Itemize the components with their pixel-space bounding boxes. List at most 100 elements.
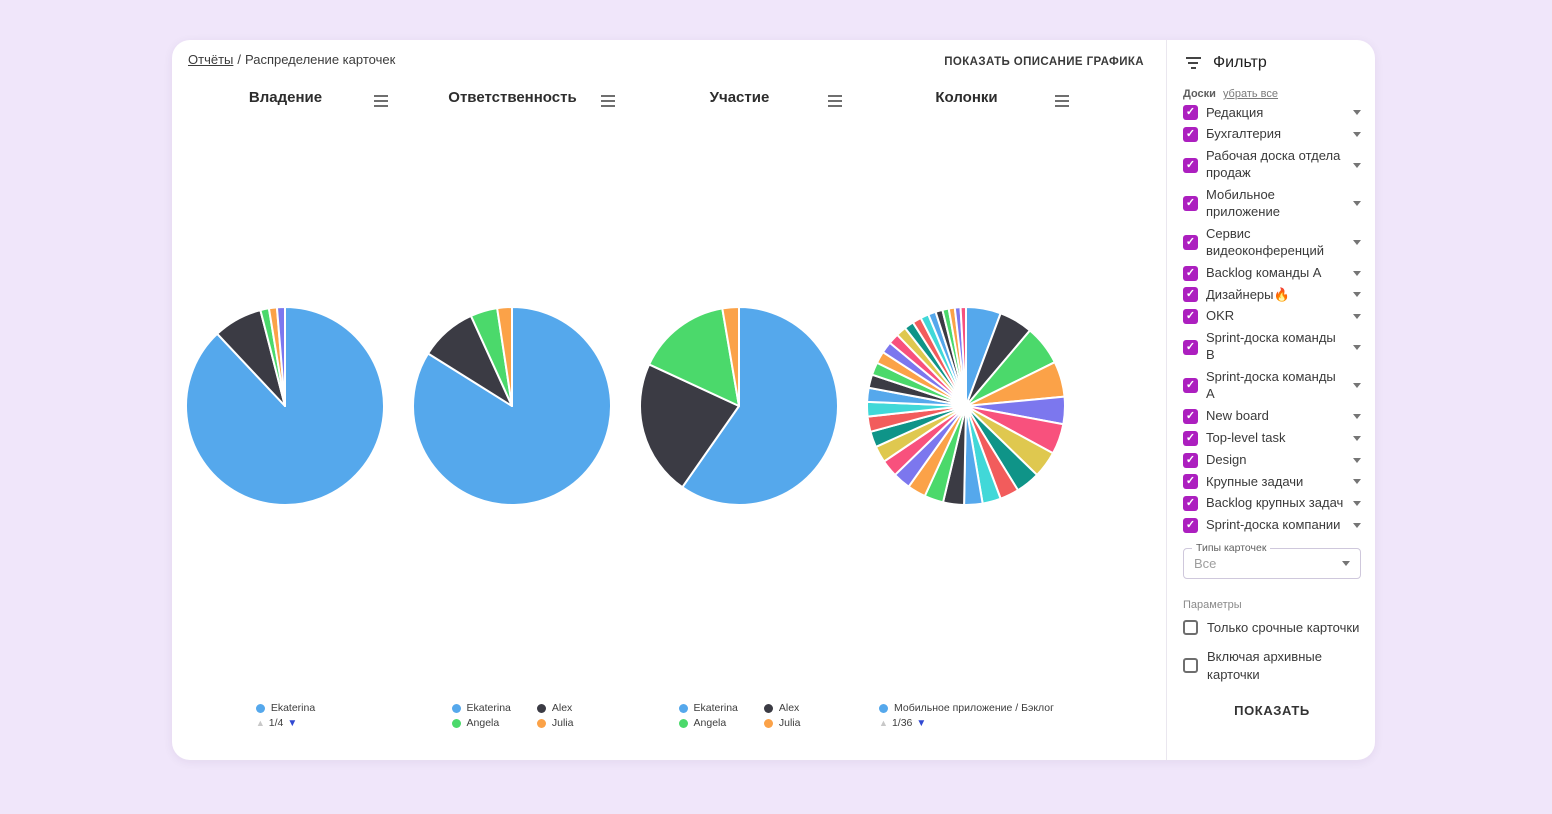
legend-next-page-button[interactable]: ▼ bbox=[287, 717, 298, 729]
board-label: OKR bbox=[1206, 308, 1235, 324]
legend-item[interactable]: Ekaterina bbox=[678, 702, 738, 714]
legend-item[interactable]: Alex bbox=[536, 702, 574, 714]
legend-prev-page-button[interactable]: ▲ bbox=[879, 718, 888, 728]
board-label: Рабочая доска отдела продаж bbox=[1206, 148, 1341, 181]
board-checkbox[interactable]: ✓ bbox=[1183, 430, 1198, 446]
card-types-value: Все bbox=[1194, 555, 1217, 571]
chart-menu-icon[interactable] bbox=[371, 93, 391, 109]
board-label: Мобильное приложение bbox=[1206, 187, 1280, 219]
legend-color-dot bbox=[255, 703, 265, 713]
chevron-down-icon[interactable] bbox=[1353, 523, 1361, 529]
legend-next-page-button[interactable]: ▼ bbox=[916, 717, 927, 729]
charts-panel: Отчёты / Распределение карточек ПОКАЗАТЬ О… bbox=[172, 40, 1166, 760]
legend-item[interactable]: Angela bbox=[451, 717, 511, 729]
filter-sidebar: Фильтр Доски убрать все ✓ Редакция ✓ Бухгал… bbox=[1166, 40, 1375, 760]
pie-slice[interactable] bbox=[681, 306, 839, 506]
chevron-down-icon bbox=[1342, 560, 1350, 566]
chevron-down-icon[interactable] bbox=[1353, 240, 1361, 246]
param-checkbox[interactable] bbox=[1183, 619, 1198, 635]
legend-item[interactable]: Angela bbox=[678, 717, 738, 729]
chevron-down-icon[interactable] bbox=[1353, 110, 1361, 116]
legend-prev-page-button[interactable]: ▲ bbox=[255, 718, 265, 728]
chevron-down-icon[interactable] bbox=[1353, 479, 1361, 485]
legend-pagination: ▲ 1/4 ▼ bbox=[256, 717, 315, 729]
breadcrumb-link-reports[interactable]: Отчёты bbox=[188, 52, 234, 67]
board-filter-item: ✓ Sprint-доска команды B bbox=[1183, 328, 1361, 367]
topbar: Отчёты / Распределение карточек ПОКАЗАТЬ О… bbox=[188, 52, 1150, 72]
legend-item[interactable]: Alex bbox=[763, 702, 801, 714]
chevron-down-icon[interactable] bbox=[1353, 162, 1361, 168]
pie-slice[interactable] bbox=[496, 305, 513, 407]
chart-menu-icon[interactable] bbox=[598, 93, 618, 109]
param-checkbox[interactable] bbox=[1183, 658, 1198, 674]
board-checkbox[interactable]: ✓ bbox=[1183, 408, 1198, 424]
chart-menu-icon[interactable] bbox=[825, 93, 845, 109]
legend-label: Alex bbox=[551, 702, 573, 714]
chevron-down-icon[interactable] bbox=[1353, 344, 1361, 350]
chevron-down-icon[interactable] bbox=[1353, 413, 1361, 419]
chart-menu-icon[interactable] bbox=[1052, 93, 1072, 109]
board-label: Бухгалтерия bbox=[1206, 126, 1282, 142]
chevron-down-icon[interactable] bbox=[1353, 435, 1361, 441]
legend-item[interactable]: Ekaterina bbox=[255, 702, 315, 714]
legend-color-dot bbox=[451, 703, 461, 713]
board-checkbox[interactable]: ✓ bbox=[1183, 157, 1198, 173]
board-checkbox[interactable]: ✓ bbox=[1183, 309, 1198, 325]
chevron-down-icon[interactable] bbox=[1353, 314, 1361, 320]
clear-all-link[interactable]: убрать все bbox=[1222, 88, 1279, 100]
board-checkbox[interactable]: ✓ bbox=[1183, 196, 1198, 212]
menu-bar bbox=[374, 95, 388, 98]
menu-bar bbox=[1055, 99, 1069, 103]
board-checkbox[interactable]: ✓ bbox=[1183, 378, 1198, 394]
chevron-down-icon[interactable] bbox=[1353, 270, 1361, 276]
filter-title: Фильтр bbox=[1213, 54, 1267, 71]
chevron-down-icon[interactable] bbox=[1353, 457, 1361, 463]
board-checkbox[interactable]: ✓ bbox=[1183, 287, 1198, 303]
board-checkbox[interactable]: ✓ bbox=[1183, 518, 1198, 534]
board-checkbox[interactable]: ✓ bbox=[1183, 265, 1198, 281]
breadcrumb: Отчёты / Распределение карточек bbox=[188, 52, 395, 67]
legend-grid: Ekaterina bbox=[255, 702, 315, 714]
show-chart-description-button[interactable]: ПОКАЗАТЬ ОПИСАНИЕ ГРАФИКА bbox=[938, 52, 1150, 72]
legend-item[interactable]: Julia bbox=[763, 717, 801, 729]
board-checkbox[interactable]: ✓ bbox=[1183, 339, 1198, 355]
chevron-down-icon[interactable] bbox=[1353, 201, 1361, 207]
param-filter-item: Включая архивные карточки bbox=[1183, 644, 1361, 687]
filter-icon bbox=[1185, 57, 1201, 69]
legend-inner: Ekaterina Angela Alex Julia bbox=[451, 702, 574, 729]
boards-head: Доски убрать все bbox=[1183, 88, 1361, 100]
pie-slice[interactable] bbox=[721, 306, 740, 407]
board-checkbox[interactable]: ✓ bbox=[1183, 452, 1198, 468]
board-checkbox[interactable]: ✓ bbox=[1183, 496, 1198, 512]
board-checkbox[interactable]: ✓ bbox=[1183, 105, 1198, 121]
pie-slice[interactable] bbox=[185, 306, 385, 506]
legend-color-dot bbox=[879, 703, 889, 713]
legend-label: Julia bbox=[778, 717, 801, 729]
board-checkbox[interactable]: ✓ bbox=[1183, 127, 1198, 143]
chevron-down-icon[interactable] bbox=[1353, 383, 1361, 389]
pie-slice[interactable] bbox=[648, 307, 740, 407]
chart-column-1: Владение Ekaterina ▲ 1/4 ▼ bbox=[172, 40, 399, 760]
chart-title: Колонки bbox=[935, 89, 998, 106]
card-types-select[interactable]: Типы карточек Все bbox=[1183, 541, 1361, 579]
pie-slice[interactable] bbox=[959, 305, 967, 407]
pie-slice[interactable] bbox=[275, 306, 286, 407]
legend-page-indicator: 1/4 bbox=[268, 717, 284, 729]
legend-item[interactable]: Julia bbox=[536, 717, 573, 729]
legend-item[interactable]: Мобильное приложение / Бэклог bbox=[879, 702, 1054, 714]
legend-inner: Мобильное приложение / Бэклог ▲ 1/36 ▼ bbox=[879, 702, 1054, 729]
chevron-down-icon[interactable] bbox=[1353, 501, 1361, 507]
board-label: Sprint-доска компании bbox=[1206, 517, 1341, 533]
menu-bar bbox=[374, 99, 388, 103]
board-filter-item: ✓ Мобильное приложение bbox=[1183, 185, 1361, 224]
chevron-down-icon[interactable] bbox=[1353, 292, 1361, 298]
board-filter-item: ✓ Сервис видеоконференций bbox=[1183, 223, 1361, 262]
legend-pagination: ▲ 1/36 ▼ bbox=[879, 717, 1054, 729]
board-checkbox[interactable]: ✓ bbox=[1183, 235, 1198, 251]
board-checkbox[interactable]: ✓ bbox=[1183, 474, 1198, 490]
chevron-down-icon[interactable] bbox=[1353, 132, 1361, 138]
legend-item[interactable]: Ekaterina bbox=[451, 702, 511, 714]
show-button[interactable]: ПОКАЗАТЬ bbox=[1220, 695, 1324, 726]
breadcrumb-current: Распределение карточек bbox=[245, 52, 396, 67]
board-label: Крупные задачи bbox=[1206, 473, 1304, 489]
